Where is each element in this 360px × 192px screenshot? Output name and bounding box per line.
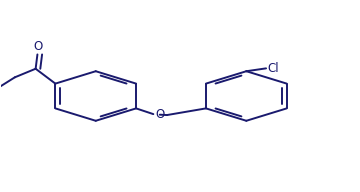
- Text: O: O: [155, 108, 165, 121]
- Text: Cl: Cl: [268, 62, 279, 75]
- Text: O: O: [34, 40, 43, 53]
